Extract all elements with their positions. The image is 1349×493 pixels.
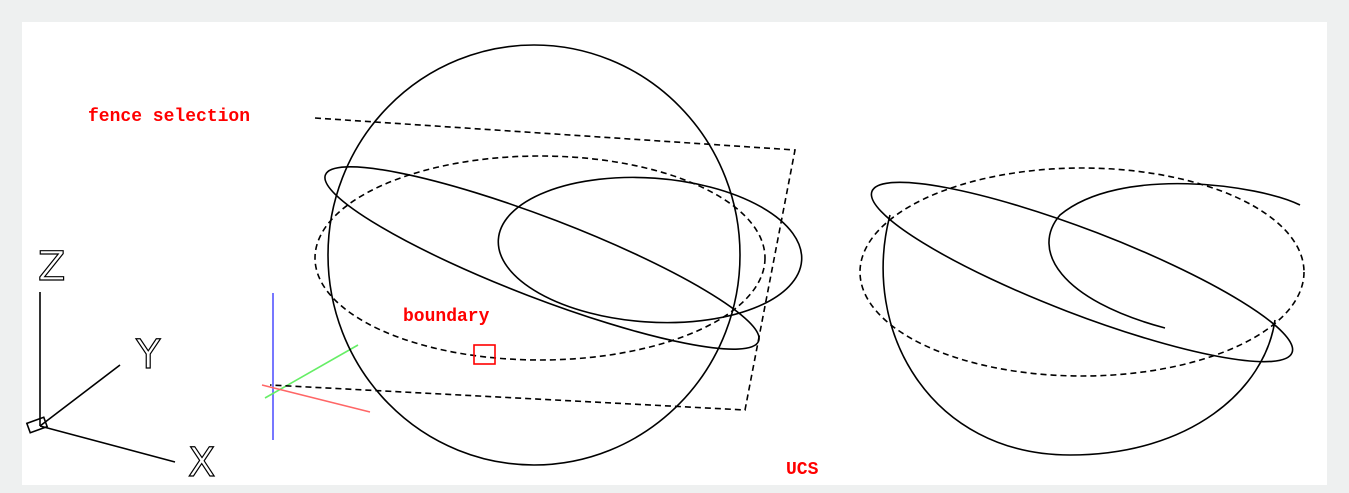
x-label: X bbox=[188, 440, 215, 486]
viewport bbox=[22, 22, 1327, 485]
cad-screenshot: Z Y X fence selection boundary UCS bbox=[0, 0, 1349, 493]
boundary-label: boundary bbox=[403, 307, 490, 327]
ucs-label: UCS bbox=[786, 460, 819, 480]
z-label: Z bbox=[38, 244, 65, 290]
y-label: Y bbox=[135, 332, 161, 378]
fence-selection-label: fence selection bbox=[88, 107, 250, 127]
